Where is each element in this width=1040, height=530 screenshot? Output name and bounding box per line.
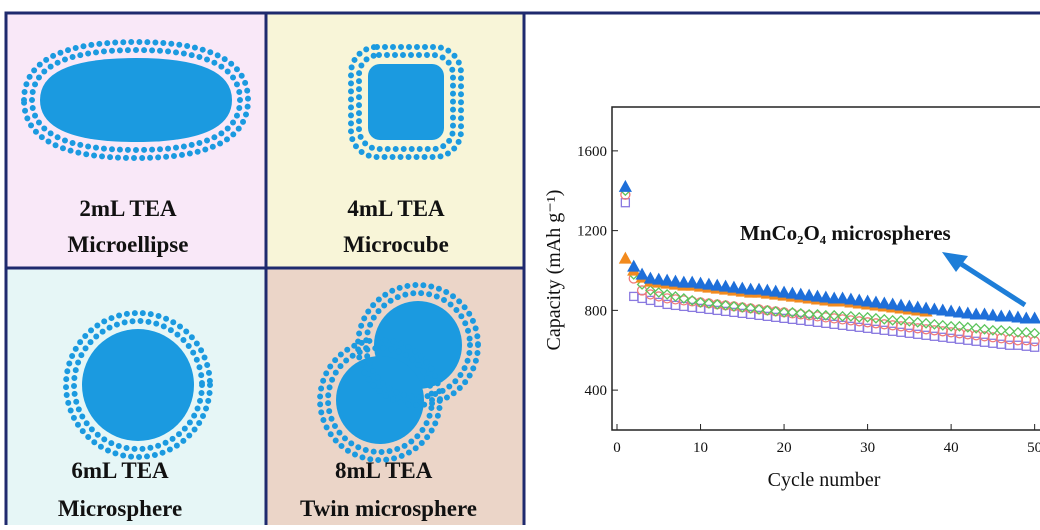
data-point — [630, 292, 638, 300]
panel-amount: 6mL TEA — [71, 458, 169, 483]
y-tick-label: 1200 — [577, 224, 607, 240]
x-tick-label: 30 — [860, 440, 875, 456]
data-point — [696, 298, 705, 307]
x-tick-label: 40 — [944, 440, 959, 456]
data-point — [621, 199, 629, 207]
data-point — [704, 299, 713, 308]
chart: Cycle number Capacity (mAh g⁻¹) MnCo₂O₄ … — [543, 107, 1040, 491]
data-point — [1029, 313, 1040, 323]
x-axis-label: Cycle number — [768, 469, 881, 491]
data-point — [620, 253, 631, 263]
data-point — [938, 327, 947, 336]
data-point — [905, 323, 914, 332]
plot-frame — [612, 107, 1040, 430]
data-point — [922, 325, 931, 334]
data-point — [930, 326, 939, 335]
data-point — [671, 295, 680, 304]
x-tick-label: 0 — [613, 440, 621, 456]
page: 2mL TEA Microellipse 4mL TEA Microcube 6… — [0, 0, 1040, 525]
y-tick-label: 400 — [585, 383, 608, 399]
panel-bg — [266, 13, 524, 268]
x-tick-label: 10 — [693, 440, 708, 456]
y-tick-label: 1600 — [577, 144, 607, 160]
data-point — [771, 307, 780, 316]
data-point — [897, 322, 906, 331]
figure: 2mL TEA Microellipse 4mL TEA Microcube 6… — [0, 0, 1040, 525]
data-point — [620, 181, 631, 191]
data-point — [638, 294, 646, 302]
annotation-arrowhead — [942, 252, 968, 272]
data-point — [721, 301, 730, 310]
data-point — [713, 300, 722, 309]
data-point — [913, 324, 922, 333]
annotation: MnCo₂O₄ microspheres — [740, 221, 951, 245]
x-tick-label: 50 — [1027, 440, 1040, 456]
panel-shape: Twin microsphere — [300, 496, 477, 521]
data-point — [738, 303, 747, 312]
annotation-arrow — [955, 260, 1025, 305]
data-point — [755, 305, 764, 314]
panel-amount: 4mL TEA — [347, 196, 445, 221]
data-point — [746, 304, 755, 313]
panel-amount: 2mL TEA — [79, 196, 177, 221]
panel-shape: Microsphere — [58, 496, 182, 521]
data-point — [947, 328, 956, 337]
y-axis-label: Capacity (mAh g⁻¹) — [543, 190, 565, 351]
panel-shape: Microellipse — [68, 232, 189, 257]
panel-shape: Microcube — [343, 232, 449, 257]
data-point — [729, 302, 738, 311]
panel-amount: 8mL TEA — [335, 458, 433, 483]
x-tick-label: 20 — [777, 440, 792, 456]
y-tick-label: 800 — [585, 303, 608, 319]
data-point — [763, 306, 772, 315]
